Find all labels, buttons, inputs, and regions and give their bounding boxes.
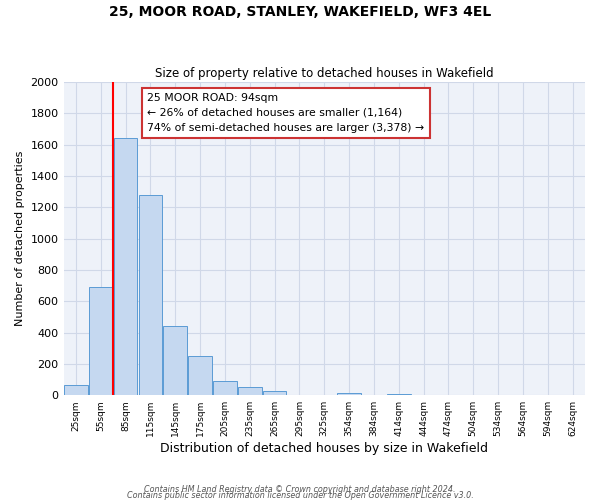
Bar bbox=[213, 381, 237, 395]
Text: 25, MOOR ROAD, STANLEY, WAKEFIELD, WF3 4EL: 25, MOOR ROAD, STANLEY, WAKEFIELD, WF3 4… bbox=[109, 5, 491, 19]
X-axis label: Distribution of detached houses by size in Wakefield: Distribution of detached houses by size … bbox=[160, 442, 488, 455]
Bar bbox=[163, 326, 187, 395]
Text: Contains HM Land Registry data © Crown copyright and database right 2024.: Contains HM Land Registry data © Crown c… bbox=[144, 484, 456, 494]
Y-axis label: Number of detached properties: Number of detached properties bbox=[15, 151, 25, 326]
Text: Contains public sector information licensed under the Open Government Licence v3: Contains public sector information licen… bbox=[127, 491, 473, 500]
Bar bbox=[238, 386, 262, 395]
Bar bbox=[64, 385, 88, 395]
Bar bbox=[89, 287, 113, 395]
Bar bbox=[337, 393, 361, 395]
Bar bbox=[188, 356, 212, 395]
Bar bbox=[114, 138, 137, 395]
Title: Size of property relative to detached houses in Wakefield: Size of property relative to detached ho… bbox=[155, 66, 494, 80]
Bar bbox=[263, 390, 286, 395]
Text: 25 MOOR ROAD: 94sqm
← 26% of detached houses are smaller (1,164)
74% of semi-det: 25 MOOR ROAD: 94sqm ← 26% of detached ho… bbox=[147, 93, 424, 132]
Bar bbox=[387, 394, 410, 395]
Bar bbox=[139, 195, 162, 395]
